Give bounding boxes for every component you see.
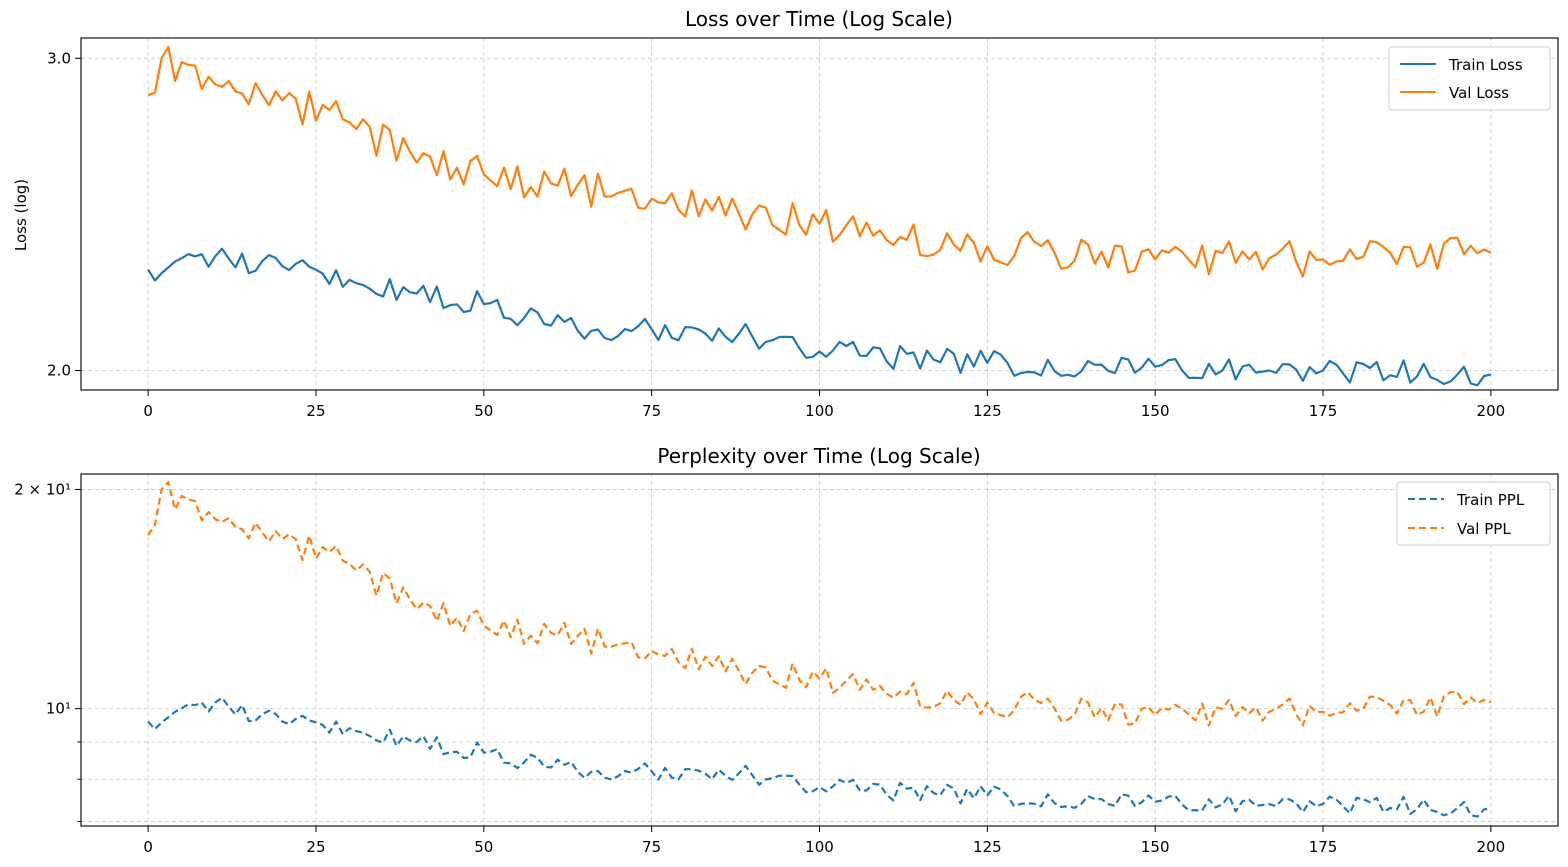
x-tick-label: 175 [1309,838,1338,856]
x-tick-label: 150 [1141,838,1170,856]
x-tick-label: 175 [1309,402,1338,420]
perplexity-series [147,481,1492,818]
loss-legend-box [1388,46,1551,111]
legend-label-train-loss: Train Loss [1448,56,1523,74]
legend-label-train-ppl: Train PPL [1456,491,1525,509]
loss-chart-title: Loss over Time (Log Scale) [685,7,953,31]
legend-label-val-loss: Val Loss [1449,84,1509,102]
loss-y-axis-label: Loss (log) [12,179,30,251]
x-tick-label: 25 [306,838,325,856]
y-tick-label: 2.0 [47,362,71,380]
perplexity-grid [81,474,1558,826]
loss-legend: Train Loss Val Loss [1388,46,1551,111]
perplexity-legend-box [1396,481,1551,546]
x-tick-label: 150 [1141,402,1170,420]
loss-ticks: 0 25 50 75 100 125 150 175 200 2.0 3.0 [47,49,1505,420]
perplexity-legend: Train PPL Val PPL [1396,481,1551,546]
y-tick-label: 2 × 10¹ [14,480,71,498]
x-tick-label: 75 [642,402,661,420]
perplexity-ticks: 0 25 50 75 100 125 150 175 200 10¹ 2 × 10¹ [14,480,1505,856]
x-tick-label: 75 [642,838,661,856]
perplexity-subplot: Perplexity over Time (Log Scale) 0 25 50 75… [14,444,1559,856]
x-tick-label: 125 [973,402,1002,420]
loss-grid [81,38,1558,390]
legend-label-val-ppl: Val PPL [1457,520,1511,538]
x-tick-label: 100 [805,838,834,856]
x-tick-label: 0 [143,402,153,420]
x-tick-label: 25 [306,402,325,420]
series-line-val-ppl [147,481,1492,727]
y-tick-label: 10¹ [46,700,71,718]
x-tick-label: 50 [474,838,493,856]
loss-subplot: Loss over Time (Log Scale) Loss (log) 0 2… [12,7,1559,420]
perplexity-chart-title: Perplexity over Time (Log Scale) [657,444,980,468]
x-tick-label: 100 [805,402,834,420]
x-tick-label: 0 [143,838,153,856]
series-line-val-loss [147,45,1492,278]
x-tick-label: 125 [973,838,1002,856]
x-tick-label: 200 [1477,402,1506,420]
series-line-train-loss [147,247,1492,387]
loss-series [147,45,1492,387]
x-tick-label: 200 [1477,838,1506,856]
x-tick-label: 50 [474,402,493,420]
y-tick-label: 3.0 [47,49,71,67]
